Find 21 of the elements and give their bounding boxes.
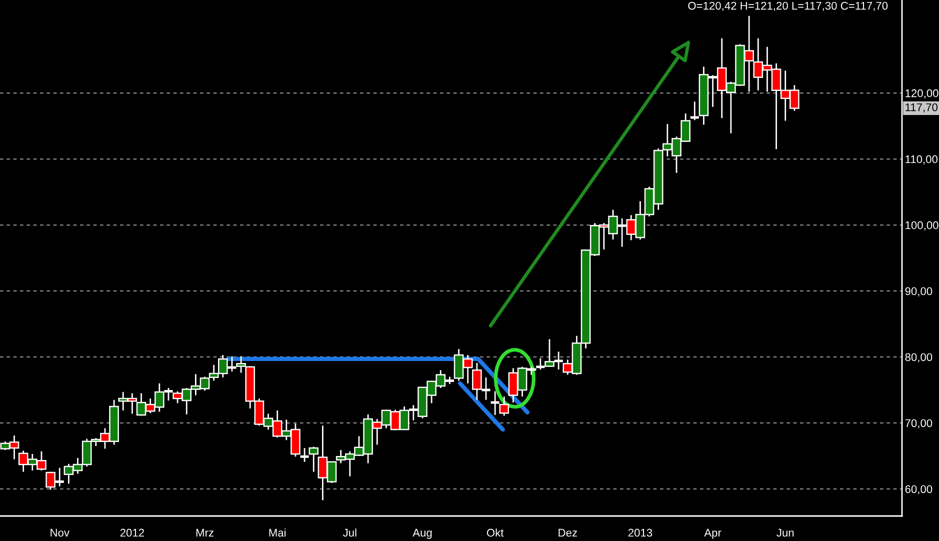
y-tick-label: 90,00	[905, 287, 932, 296]
y-tick-label: 80,00	[905, 353, 932, 362]
x-tick-label: Nov	[50, 528, 70, 537]
x-tick-label: Okt	[486, 528, 504, 537]
annotation: 117,70	[906, 103, 938, 113]
x-tick-label: Jul	[342, 528, 356, 537]
x-tick-label: Mrz	[196, 528, 214, 537]
y-tick-label: 70,00	[905, 419, 932, 428]
y-tick-label: 100,00	[906, 221, 938, 230]
x-tick-label: Apr	[704, 528, 722, 539]
x-tick-label: Dez	[558, 528, 577, 537]
x-tick-label: Mai	[269, 528, 286, 537]
x-tick-label: Aug	[412, 528, 432, 539]
x-tick-label: 2013	[628, 528, 652, 537]
y-tick-label: 60,00	[905, 485, 932, 494]
y-tick-label: 110,00	[906, 155, 938, 164]
y-tick-label: 120,00	[906, 89, 938, 98]
x-tick-label: Jun	[776, 528, 794, 537]
candlestick	[689, 100, 700, 121]
x-tick-label: 2012	[120, 528, 144, 537]
chart-title: O=120,42 H=121,20 L=117,30 C=117,70	[688, 2, 888, 12]
